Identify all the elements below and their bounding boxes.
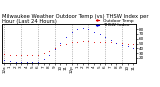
Text: Milwaukee Weather Outdoor Temp (vs) THSW Index per Hour (Last 24 Hours): Milwaukee Weather Outdoor Temp (vs) THSW… (2, 14, 148, 24)
Legend: Outdoor Temp, THSW Index: Outdoor Temp, THSW Index (95, 18, 134, 28)
